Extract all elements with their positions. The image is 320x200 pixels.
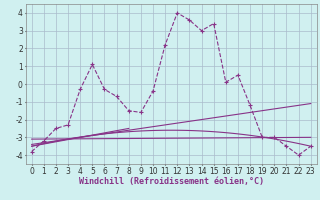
- X-axis label: Windchill (Refroidissement éolien,°C): Windchill (Refroidissement éolien,°C): [79, 177, 264, 186]
